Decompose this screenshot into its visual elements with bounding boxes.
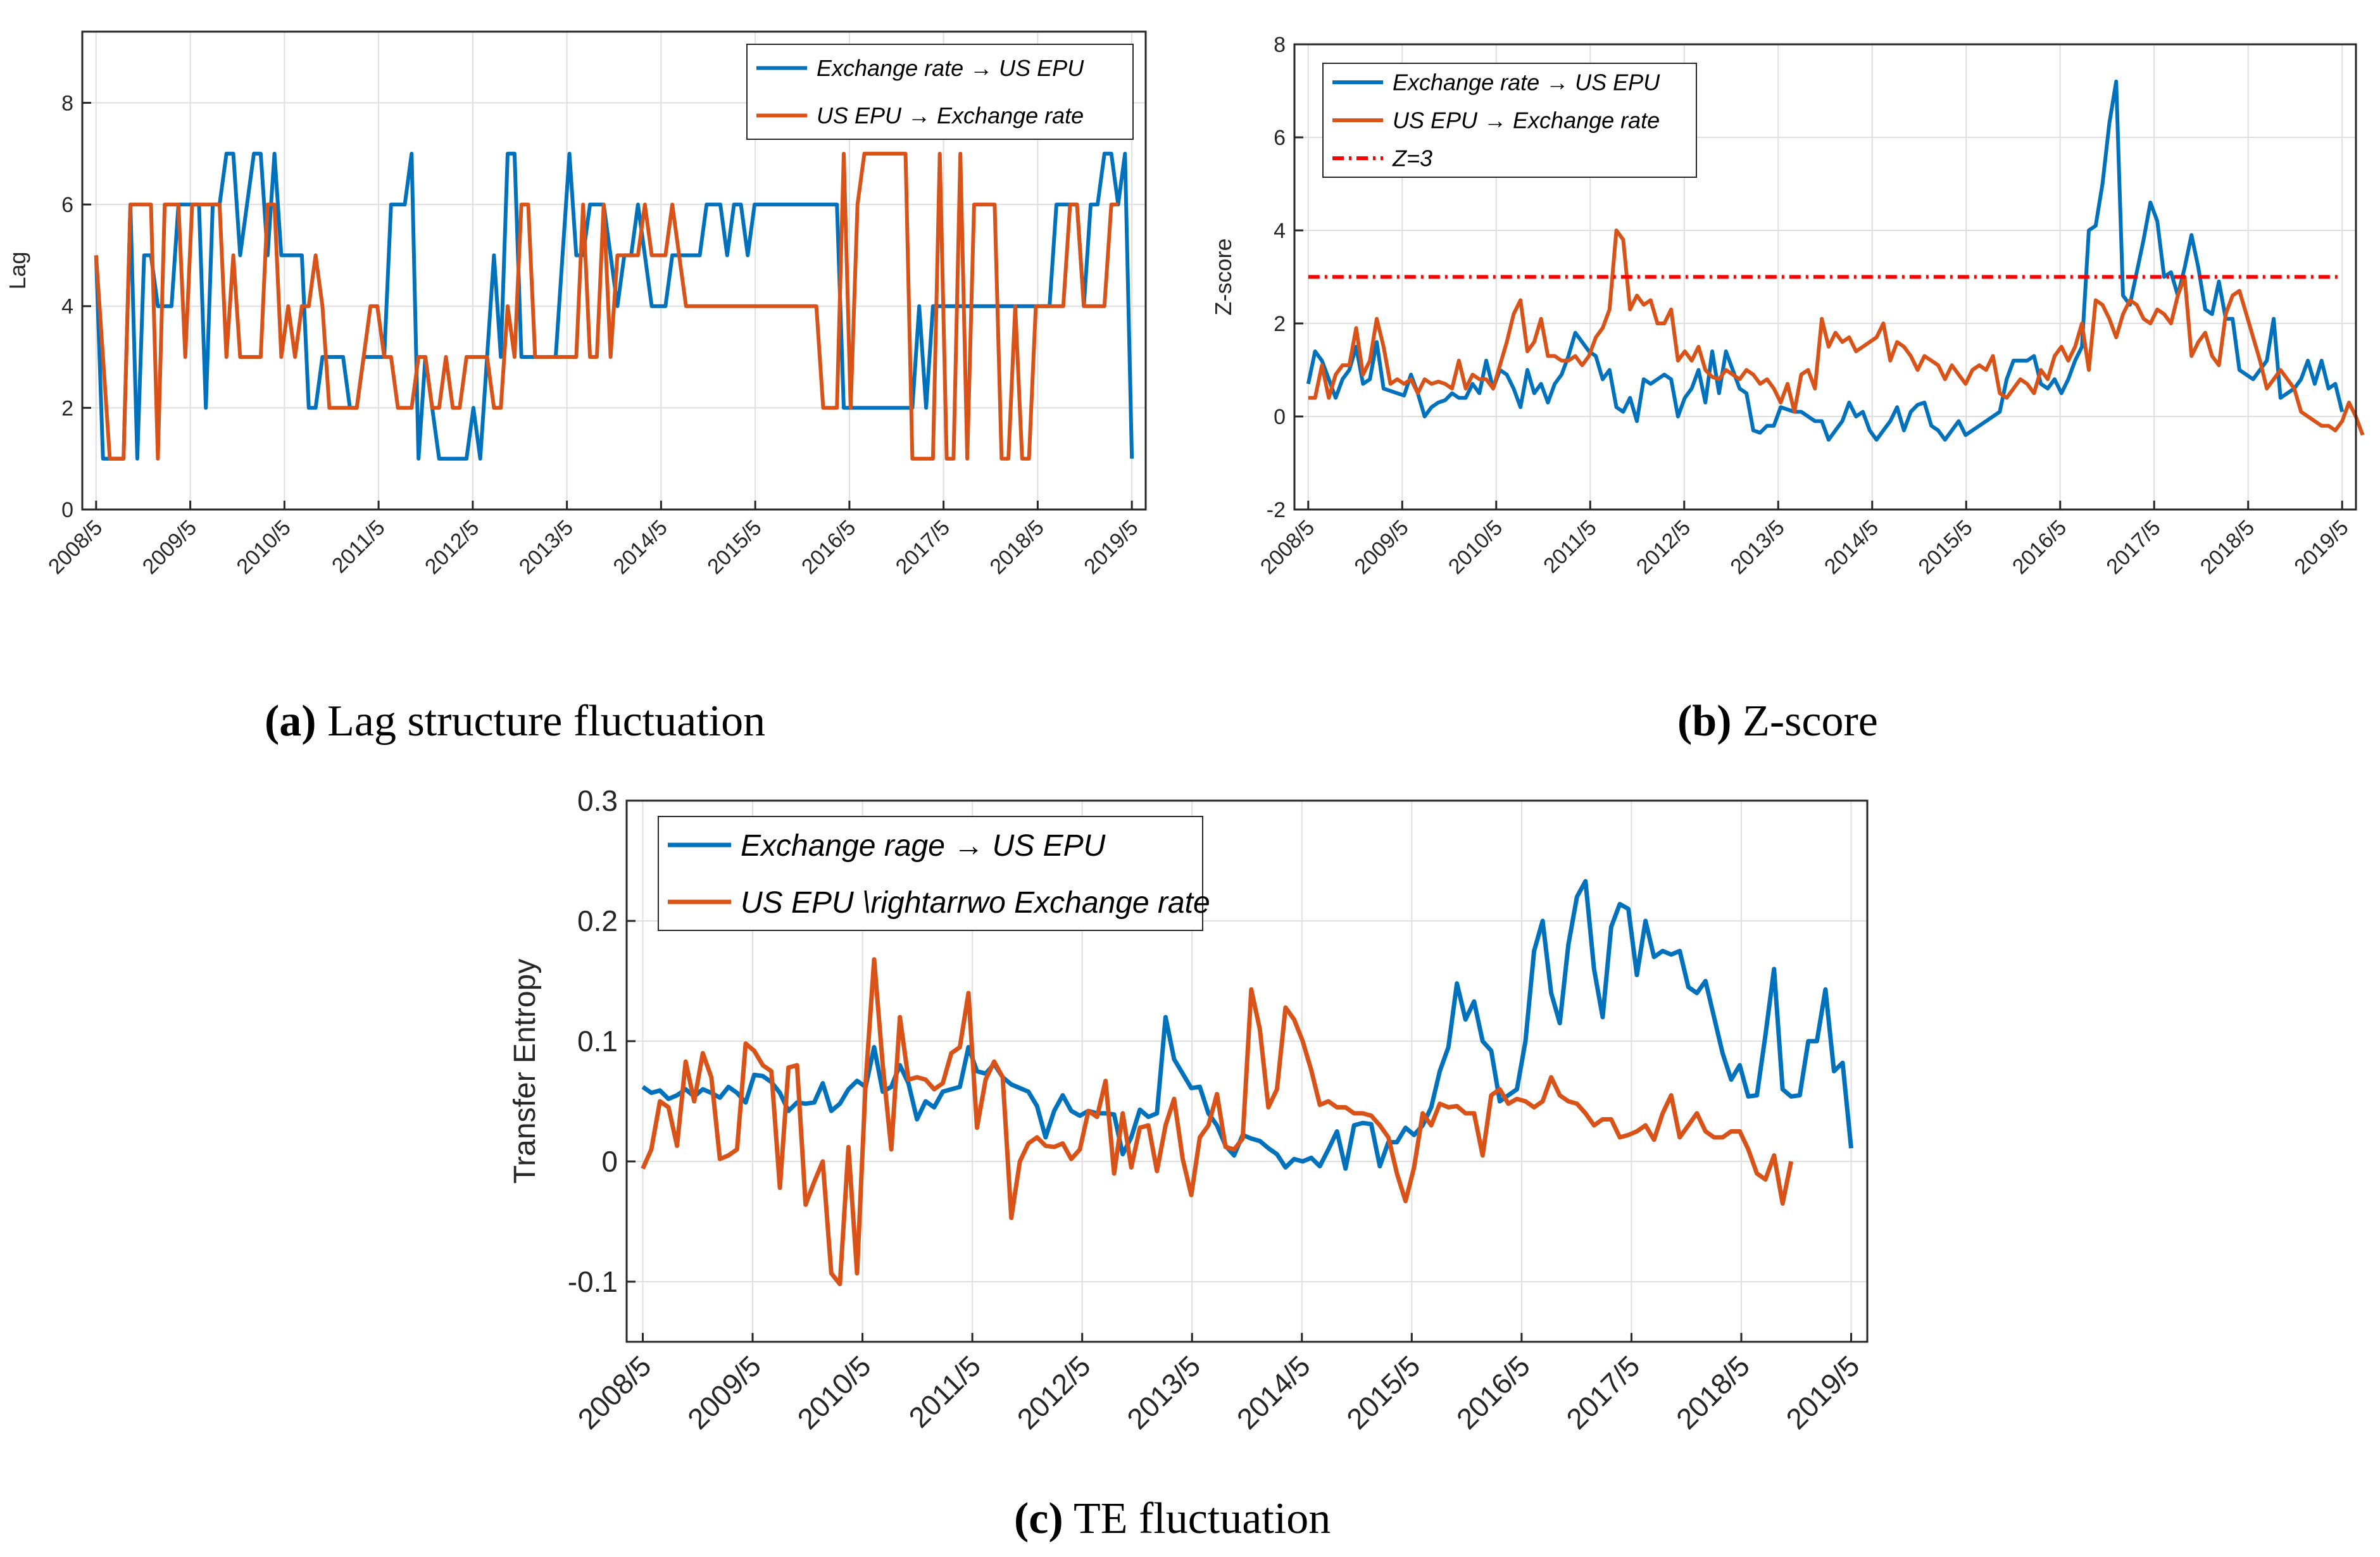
y-tick-label: 6 [1274,126,1286,150]
x-tick-label: 2014/5 [1231,1349,1317,1435]
y-tick-label: 4 [61,295,73,319]
caption-c-letter: (c) [1014,1494,1063,1543]
series-line-0 [641,879,1853,1171]
legend-label-0: Exchange rage → US EPU [741,829,1106,863]
x-tick-label: 2017/5 [1560,1349,1646,1435]
axes-frame [1293,43,2357,511]
legend-box [746,44,1134,140]
x-tick-label: 2017/5 [891,515,955,578]
y-tick-label: 0 [61,498,73,522]
y-tick-label: -0.1 [568,1265,618,1298]
x-tick-label: 2009/5 [681,1349,767,1435]
x-tick-label: 2018/5 [1670,1349,1756,1435]
y-tick-label: 0 [601,1145,618,1178]
legend-label-2: Z=3 [1392,146,1432,172]
legend-box [1322,63,1697,178]
legend-label-1: US EPU \rightarrwo Exchange rate [741,886,1210,920]
caption-b-text: Z-score [1743,697,1878,746]
x-tick-label: 2010/5 [791,1349,877,1435]
caption-c: (c) TE fluctuation [1014,1494,1331,1544]
x-tick-label: 2015/5 [1340,1349,1426,1435]
caption-a-letter: (a) [265,697,316,746]
y-tick-label: 8 [61,91,73,115]
x-tick-label: 2008/5 [1256,515,1319,578]
y-tick-label: 6 [61,193,73,217]
legend-label-1: US EPU → Exchange rate [817,103,1084,128]
legend-label-0: Exchange rate → US EPU [817,55,1084,81]
x-tick-label: 2016/5 [2008,515,2071,578]
x-tick-label: 2011/5 [1539,515,1601,578]
chart-lag-structure: 0 2 4 6 8 2008/5 2009/5 2010/5 2011/5 2012/5 2013/… [4,30,1147,579]
x-tick-label: 2008/5 [571,1349,657,1435]
y-tick-label: 4 [1274,219,1286,243]
caption-a: (a) Lag structure fluctuation [265,696,765,747]
axes-frame [81,30,1147,511]
x-tick-label: 2016/5 [1450,1349,1536,1435]
x-tick-label: 2013/5 [515,515,578,578]
y-tick-label: -2 [1267,498,1286,522]
x-tick-label: 2016/5 [797,515,860,578]
x-tick-label: 2012/5 [420,515,484,578]
y-tick-label: 0.2 [577,904,618,937]
x-tick-label: 2011/5 [327,515,390,578]
x-tick-label: 2011/5 [902,1349,987,1434]
caption-b: (b) Z-score [1677,696,1878,747]
x-tick-label: 2010/5 [1444,515,1507,578]
y-tick-label: 0 [1274,405,1286,429]
x-tick-label: 2015/5 [1913,515,1977,578]
x-tick-label: 2008/5 [44,515,107,578]
caption-a-text: Lag structure fluctuation [327,697,766,746]
caption-b-letter: (b) [1677,697,1732,746]
legend-label-1: US EPU → Exchange rate [1393,108,1660,134]
series-line-1 [94,151,1118,461]
x-tick-label: 2019/5 [1779,1349,1865,1435]
x-tick-label: 2017/5 [2101,515,2165,578]
series-line-0 [1306,79,2345,442]
y-axis-label: Transfer Entropy [508,959,542,1184]
x-tick-label: 2014/5 [1820,515,1883,578]
x-tick-label: 2019/5 [2289,515,2353,578]
x-tick-label: 2014/5 [609,515,672,578]
y-axis-label: Z-score [1210,238,1236,315]
x-tick-label: 2019/5 [1079,515,1143,578]
legend: Exchange rate → US EPU US EPU → Exchange … [746,44,1134,140]
caption-c-text: TE fluctuation [1073,1494,1331,1543]
x-tick-label: 2013/5 [1726,515,1789,578]
legend-label-0: Exchange rate → US EPU [1393,70,1660,96]
y-tick-label: 0.1 [577,1025,618,1058]
y-tick-label: 8 [1274,33,1286,57]
y-tick-label: 2 [1274,312,1286,336]
legend: Exchange rate → US EPU US EPU → Exchange … [1322,63,1697,178]
x-tick-label: 2015/5 [703,515,766,578]
series-line-1 [1308,228,2365,436]
y-tick-label: 2 [61,396,73,420]
series-line-1 [641,957,1794,1287]
x-tick-label: 2009/5 [1350,515,1413,578]
legend-box [658,816,1203,931]
y-axis-label: Lag [4,251,30,289]
x-tick-label: 2018/5 [986,515,1049,578]
chart-z-score: -2 0 2 4 6 8 2008/5 2009/5 2010/5 2011/5 2012/5 201… [1210,33,2365,579]
x-tick-label: 2012/5 [1632,515,1695,578]
x-tick-label: 2013/5 [1120,1349,1206,1435]
x-tick-label: 2012/5 [1011,1349,1097,1435]
legend: Exchange rage → US EPU US EPU \rightarrwo… [658,816,1210,931]
x-tick-label: 2018/5 [2196,515,2259,578]
x-tick-label: 2009/5 [138,515,201,578]
axes-frame [625,799,1869,1343]
x-tick-label: 2010/5 [232,515,296,578]
chart-transfer-entropy: -0.1 0 0.1 0.2 0.3 2008/5 2009/5 2010/5 2011/5 20… [508,784,1869,1435]
y-tick-label: 0.3 [577,784,618,817]
